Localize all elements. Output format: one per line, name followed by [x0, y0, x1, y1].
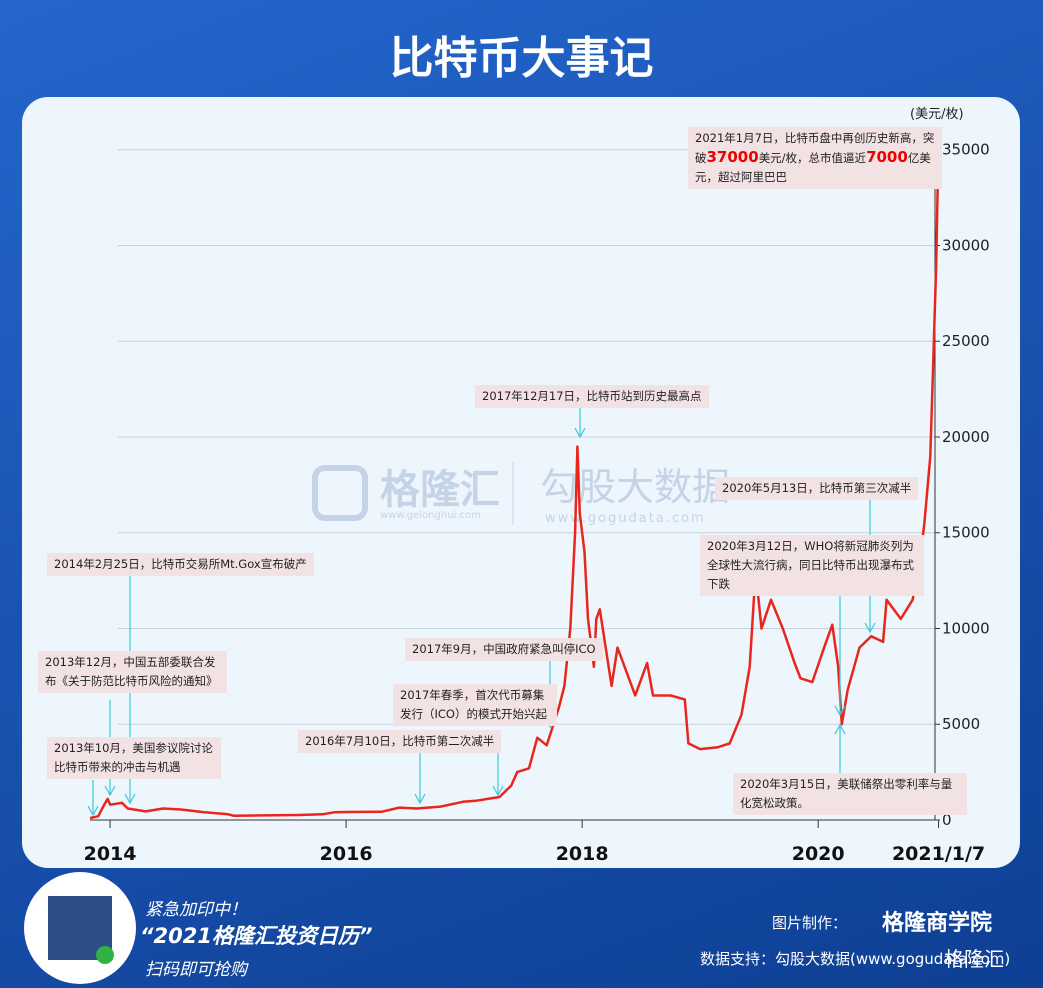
annotation: 2013年10月，美国参议院讨论比特币带来的冲击与机遇	[47, 737, 221, 779]
arrow-head	[492, 785, 504, 797]
arrow-head	[864, 622, 876, 634]
annotation: 2016年7月10日，比特币第二次减半	[298, 730, 502, 753]
annotation: 2020年3月12日，WHO将新冠肺炎列为全球性大流行病，同日比特币出现瀑布式下…	[700, 535, 924, 596]
arrow-head	[124, 793, 136, 805]
y-tick-label: 0	[942, 811, 952, 829]
price-line	[89, 138, 940, 820]
y-tick-label: 25000	[942, 332, 990, 350]
x-tick-label: 2020	[792, 843, 845, 865]
data-source: 数据支持：勾股大数据(www.gogudata.com)	[700, 950, 1011, 968]
y-tick-label: 35000	[942, 141, 990, 159]
annotation-text: 2013年12月，中国五部委联合发布《关于防范比特币风险的通知》	[45, 655, 218, 688]
x-tick-label: 2014	[84, 843, 137, 865]
annotation-text: 2020年3月15日，美联储祭出零利率与量化宽松政策。	[740, 777, 953, 810]
y-tick-label: 30000	[942, 236, 990, 254]
annotation-text: 2017年春季，首次代币募集发行（ICO）的模式开始兴起	[400, 688, 547, 721]
promo-line: 扫码即可抢购	[145, 960, 247, 980]
annotation-text: 2020年3月12日，WHO将新冠肺炎列为全球性大流行病，同日比特币出现瀑布式下…	[707, 539, 914, 591]
arrow-head	[104, 785, 116, 797]
annotation: 2020年3月15日，美联储祭出零利率与量化宽松政策。	[733, 773, 967, 815]
annotation-text: 亿美元，超过阿里巴巴	[695, 151, 931, 184]
annotation: 2021年1月7日，比特币盘中再创历史新高，突破37000美元/枚，总市值逼近7…	[688, 127, 942, 189]
watermark-url: www.gelonghui.com	[380, 510, 481, 521]
annotation-text: 2016年7月10日，比特币第二次减半	[305, 734, 495, 748]
x-tick-label: 2016	[320, 843, 373, 865]
arrow-head	[834, 723, 846, 735]
watermark: 勾股大数据	[540, 465, 730, 509]
y-tick-label: 15000	[942, 524, 990, 542]
credit-label: 图片制作：	[772, 914, 848, 932]
annotation-text: 2014年2月25日，比特币交易所Mt.Gox宣布破产	[54, 557, 307, 571]
annotation: 2017年春季，首次代币募集发行（ICO）的模式开始兴起	[393, 684, 557, 726]
arrow-head	[834, 705, 846, 717]
promo-title: “2021格隆汇投资日历”	[140, 924, 373, 948]
watermark: 格隆汇	[380, 467, 500, 513]
y-tick-label: 5000	[942, 715, 980, 733]
annotation-highlight: 37000	[706, 148, 759, 166]
annotation: 2013年12月，中国五部委联合发布《关于防范比特币风险的通知》	[38, 651, 227, 693]
annotation: 2017年9月，中国政府紧急叫停ICO	[405, 638, 603, 661]
watermark-url: www.gogudata.com	[545, 511, 706, 526]
arrow-head	[414, 793, 426, 805]
arrow-head	[87, 805, 99, 817]
credit: 格隆商学院	[882, 911, 993, 936]
promo-line: 紧急加印中！	[145, 900, 247, 920]
annotation: 2014年2月25日，比特币交易所Mt.Gox宣布破产	[47, 553, 314, 576]
y-tick-label: 20000	[942, 428, 990, 446]
y-unit: (美元/枚)	[910, 107, 964, 122]
annotation-text: 2021年1月7日，比特币盘中再创历史新高，突破	[695, 131, 935, 165]
page-title: 比特币大事记	[389, 33, 654, 84]
logo: 格隆汇	[944, 947, 1004, 971]
annotation-text: 2020年5月13日，比特币第三次减半	[722, 481, 912, 495]
arrow-head	[574, 427, 586, 439]
x-tick-label: 2021/1/7	[892, 843, 985, 865]
qr-icon	[96, 946, 114, 964]
annotation-text: 美元/枚，总市值逼近	[758, 151, 867, 165]
annotation-highlight: 7000	[866, 148, 908, 166]
watermark-logo	[312, 465, 368, 521]
annotation: 2017年12月17日，比特币站到历史最高点	[475, 385, 709, 408]
x-tick-label: 2018	[556, 843, 609, 865]
annotation-text: 2013年10月，美国参议院讨论比特币带来的冲击与机遇	[54, 741, 213, 774]
annotation: 2020年5月13日，比特币第三次减半	[715, 477, 919, 500]
y-tick-label: 10000	[942, 619, 990, 637]
annotation-text: 2017年9月，中国政府紧急叫停ICO	[412, 642, 596, 656]
annotation-text: 2017年12月17日，比特币站到历史最高点	[482, 389, 702, 403]
